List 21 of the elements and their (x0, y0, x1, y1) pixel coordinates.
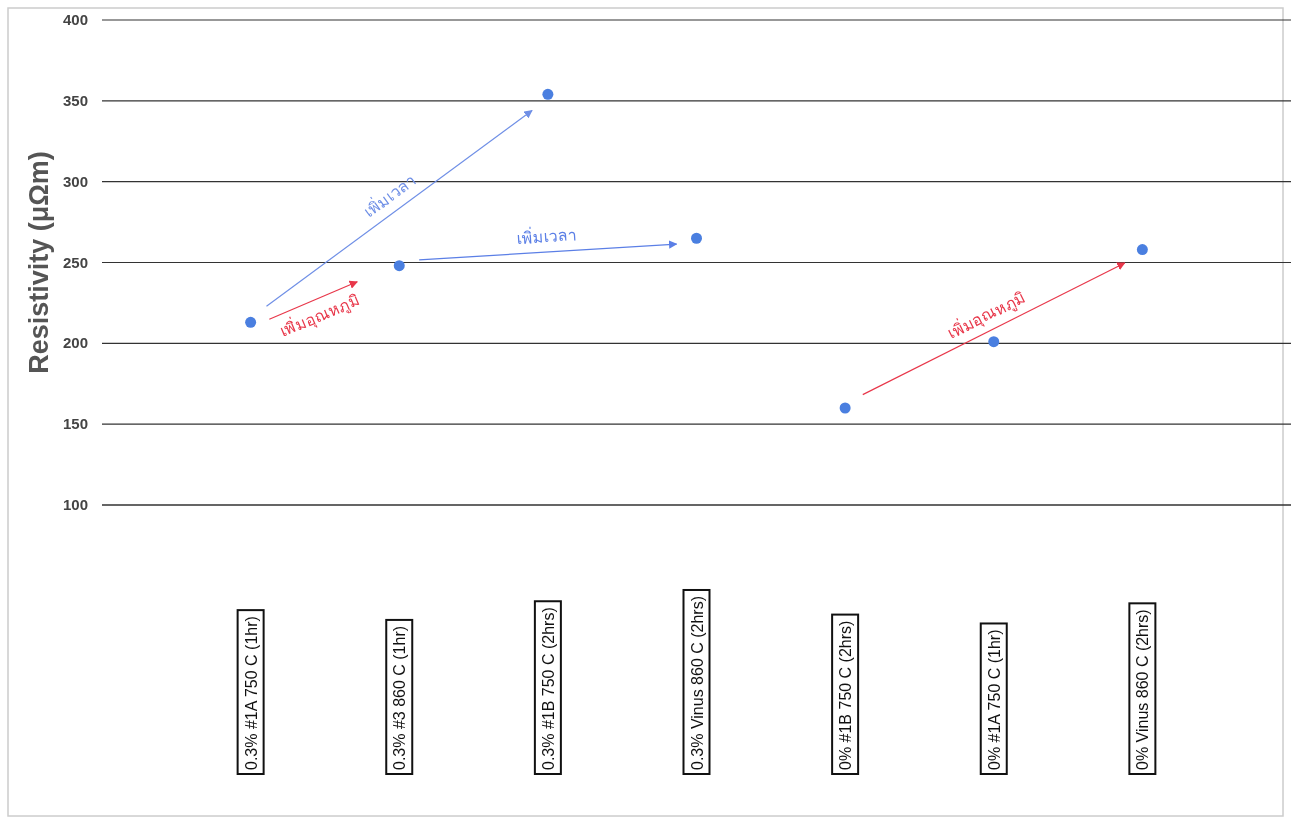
x-tick-label: 0% #1A 750 C (1hr) (985, 629, 1003, 770)
y-tick-label: 200 (62, 334, 88, 352)
x-tick-label: 0.3% #3 860 C (1hr) (391, 625, 409, 770)
point (1136, 244, 1148, 256)
x-tick-label: 0.3% #1B 750 C (2hrs) (539, 607, 557, 770)
point (245, 316, 257, 328)
point (839, 402, 851, 414)
y-axis-title: Resistivity (μΩm) (24, 151, 54, 374)
y-tick-label: 250 (62, 253, 88, 271)
point (393, 260, 405, 272)
y-tick-label: 350 (62, 91, 88, 109)
y-tick-label: 400 (62, 11, 88, 28)
y-tick-label: 150 (62, 415, 88, 433)
x-tick-label: 0.3% #1A 750 C (1hr) (242, 616, 260, 770)
point (542, 88, 554, 100)
point (691, 232, 702, 244)
x-tick-label: 0% #1B 750 C (2hrs) (837, 620, 855, 770)
x-tick-label: 0.3% Vinus 860 C (2hrs) (688, 595, 706, 770)
y-tick-label: 100 (62, 496, 88, 513)
y-tick-label: 300 (62, 172, 88, 190)
x-tick-label: 0% Vinus 860 C (2hrs) (1134, 609, 1152, 770)
